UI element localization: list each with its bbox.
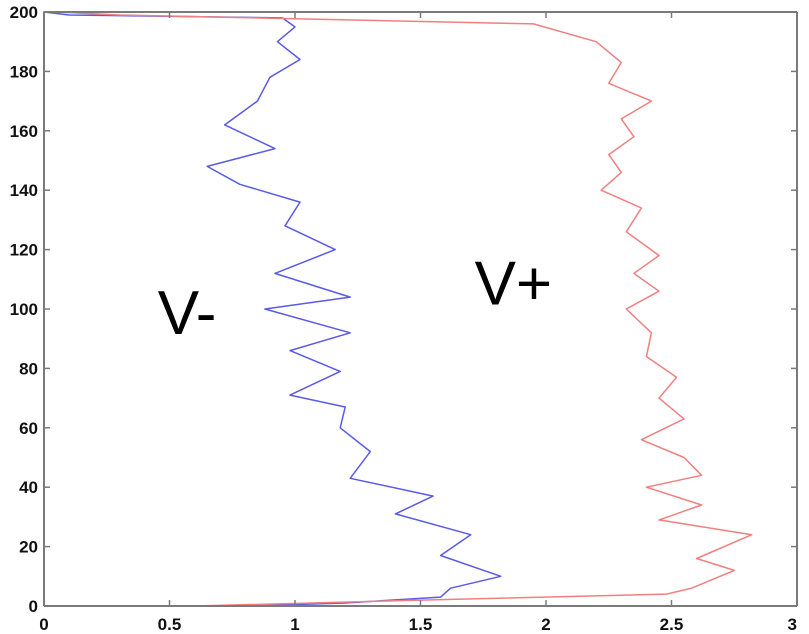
y-tick-label: 40 (19, 478, 38, 497)
x-tick-label: 1 (290, 615, 299, 634)
y-tick-label: 100 (10, 300, 38, 319)
y-tick-label: 120 (10, 241, 38, 260)
x-tick-label: 1.5 (409, 615, 433, 634)
x-tick-label: 3 (788, 615, 797, 634)
annotation-label-2: V+ (475, 249, 553, 318)
y-tick-label: 180 (10, 62, 38, 81)
ticks-layer: 0 0.5 1 1.5 2 2.5 3 0 20 40 60 80 100 120 140 160 180 200 (10, 3, 798, 634)
y-tick-label: 200 (10, 3, 38, 22)
annotation-layer: V- V+ (158, 249, 552, 348)
annotation-label-1: V- (158, 279, 217, 348)
x-tick-label: 0 (39, 615, 48, 634)
x-tick-label: 0.5 (158, 615, 182, 634)
series-line-2 (55, 11, 753, 607)
y-tick-label: 20 (19, 538, 38, 557)
y-tick-label: 0 (29, 597, 38, 616)
y-tick-label: 60 (19, 419, 38, 438)
x-tick-label: 2 (541, 615, 550, 634)
series-layer (43, 11, 753, 607)
series-line-1 (43, 11, 502, 607)
y-tick-label: 80 (19, 359, 38, 378)
x-tick-label: 2.5 (660, 615, 684, 634)
y-tick-label: 140 (10, 181, 38, 200)
y-tick-label: 160 (10, 122, 38, 141)
